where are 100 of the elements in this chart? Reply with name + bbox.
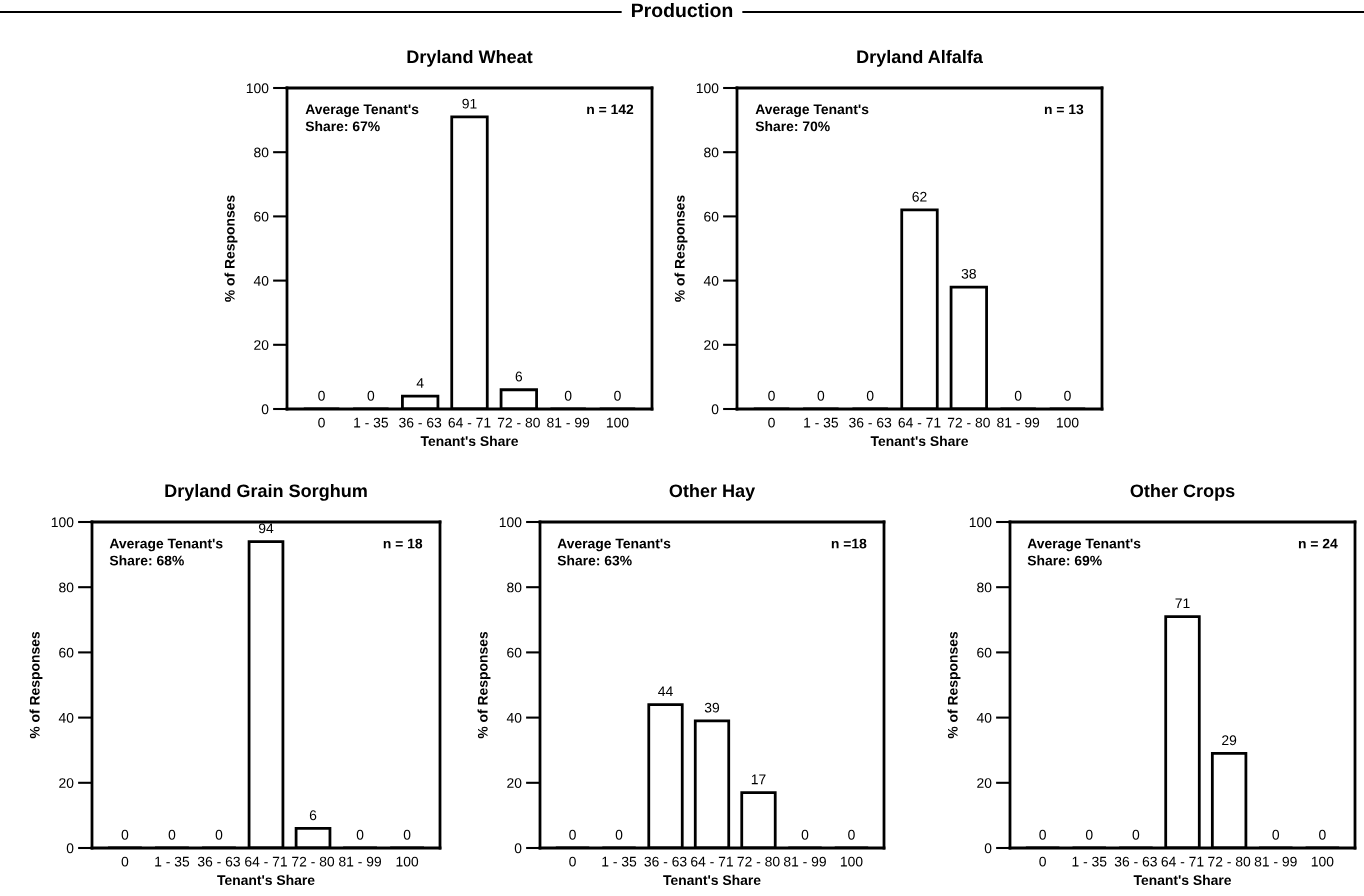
data-label: 0	[1064, 390, 1071, 401]
data-label: 94	[258, 523, 274, 534]
x-tick-label: 0	[121, 856, 129, 867]
y-tick-label: 20	[59, 778, 74, 788]
x-tick-label: 64 - 71	[245, 856, 287, 867]
x-tick-label: 36 - 63	[1114, 856, 1157, 867]
y-tick-label: 100	[969, 517, 992, 528]
y-tick-label: 60	[254, 211, 269, 222]
y-tick-label: 0	[711, 404, 719, 415]
data-label: 0	[1132, 829, 1140, 840]
x-tick-label: 36 - 63	[644, 856, 687, 867]
y-tick-label: 20	[704, 340, 719, 350]
annotation: Average Tenant's Share: 63%	[557, 538, 671, 566]
y-axis-title: % of Responses	[29, 631, 43, 739]
x-tick-label: 100	[1056, 417, 1079, 428]
y-tick-label: 0	[66, 843, 74, 854]
annotation: Average Tenant's Share: 70%	[755, 104, 869, 132]
x-tick-label: 72 - 80	[737, 856, 780, 867]
data-label: 0	[768, 390, 775, 401]
data-label: 38	[961, 268, 976, 279]
chart-title: Dryland Wheat	[407, 49, 533, 67]
y-tick-label: 0	[514, 843, 522, 854]
y-axis-title: % of Responses	[477, 631, 491, 739]
y-tick-label: 60	[507, 647, 522, 658]
data-label: 17	[751, 774, 766, 785]
x-tick-label: 81 - 99	[783, 856, 826, 867]
data-label: 0	[1085, 829, 1093, 840]
y-tick-label: 40	[703, 275, 719, 286]
x-axis-title: Tenant's Share	[420, 435, 519, 447]
chart-title: Dryland Grain Sorghum	[165, 483, 367, 501]
data-label: 6	[515, 371, 523, 382]
x-tick-label: 1 - 35	[354, 417, 389, 428]
y-tick-label: 80	[254, 147, 269, 158]
data-label: 0	[403, 829, 411, 840]
data-label: 0	[615, 829, 623, 840]
data-label: 0	[848, 829, 855, 840]
annotation: Average Tenant's Share: 67%	[305, 104, 419, 132]
data-label: 0	[1039, 829, 1046, 840]
x-axis-title: Tenant's Share	[1133, 874, 1232, 886]
x-tick-label: 1 - 35	[1072, 856, 1107, 867]
data-label: 0	[367, 390, 375, 401]
annotation: n = 18	[383, 538, 423, 549]
chart-title: Other Hay	[669, 483, 756, 501]
y-tick-label: 100	[499, 517, 522, 528]
data-label: 0	[1319, 829, 1326, 840]
x-tick-label: 81 - 99	[1254, 856, 1297, 867]
x-tick-label: 100	[606, 417, 629, 428]
data-label: 0	[1014, 390, 1022, 401]
y-tick-label: 40	[976, 712, 992, 723]
y-tick-label: 0	[984, 843, 992, 854]
annotation: n = 24	[1298, 538, 1338, 549]
y-tick-label: 20	[254, 340, 269, 350]
x-tick-label: 64 - 71	[691, 856, 733, 867]
data-label: 0	[168, 829, 176, 840]
data-label: 0	[356, 829, 364, 840]
x-tick-label: 0	[569, 856, 576, 867]
x-tick-label: 72 - 80	[947, 417, 990, 428]
y-tick-label: 80	[704, 147, 719, 158]
x-tick-label: 1 - 35	[155, 856, 190, 867]
data-label: 0	[866, 390, 874, 401]
data-label: 0	[318, 390, 325, 401]
y-tick-label: 40	[253, 275, 269, 286]
y-tick-label: 60	[977, 647, 992, 658]
y-tick-label: 80	[59, 582, 74, 593]
data-label: 71	[1175, 598, 1190, 609]
y-tick-label: 100	[246, 83, 269, 94]
annotation: n = 13	[1044, 104, 1084, 115]
x-tick-label: 100	[396, 856, 419, 867]
y-tick-label: 0	[261, 404, 269, 415]
x-tick-label: 72 - 80	[1208, 856, 1251, 867]
x-tick-label: 64 - 71	[898, 417, 941, 428]
x-tick-label: 72 - 80	[497, 417, 540, 428]
x-tick-label: 0	[768, 417, 775, 428]
x-axis-title: Tenant's Share	[870, 435, 969, 447]
y-tick-label: 60	[59, 647, 74, 658]
chart-title: Dryland Alfalfa	[857, 49, 983, 67]
data-label: 0	[564, 390, 572, 401]
data-label: 29	[1222, 735, 1237, 746]
data-label: 44	[658, 686, 673, 697]
data-label: 62	[912, 191, 927, 202]
y-tick-label: 40	[506, 712, 522, 723]
y-axis-title: % of Responses	[674, 195, 688, 302]
annotation: n =18	[831, 538, 867, 549]
data-label: 91	[462, 98, 477, 109]
x-tick-label: 72 - 80	[292, 856, 335, 867]
data-label: 0	[614, 390, 621, 401]
x-tick-label: 36 - 63	[399, 417, 442, 428]
x-tick-label: 1 - 35	[602, 856, 637, 867]
chart-title: Other Crops	[1130, 483, 1235, 501]
y-axis-title: % of Responses	[947, 631, 961, 739]
x-tick-label: 81 - 99	[997, 417, 1040, 428]
x-axis-title: Tenant's Share	[663, 874, 761, 886]
x-tick-label: 64 - 71	[448, 417, 491, 428]
x-tick-label: 36 - 63	[849, 417, 892, 428]
x-tick-label: 0	[318, 417, 325, 428]
data-label: 0	[1272, 829, 1280, 840]
data-label: 4	[416, 378, 424, 388]
y-tick-label: 80	[507, 582, 522, 593]
y-tick-label: 60	[704, 211, 719, 222]
x-tick-label: 36 - 63	[197, 856, 240, 867]
